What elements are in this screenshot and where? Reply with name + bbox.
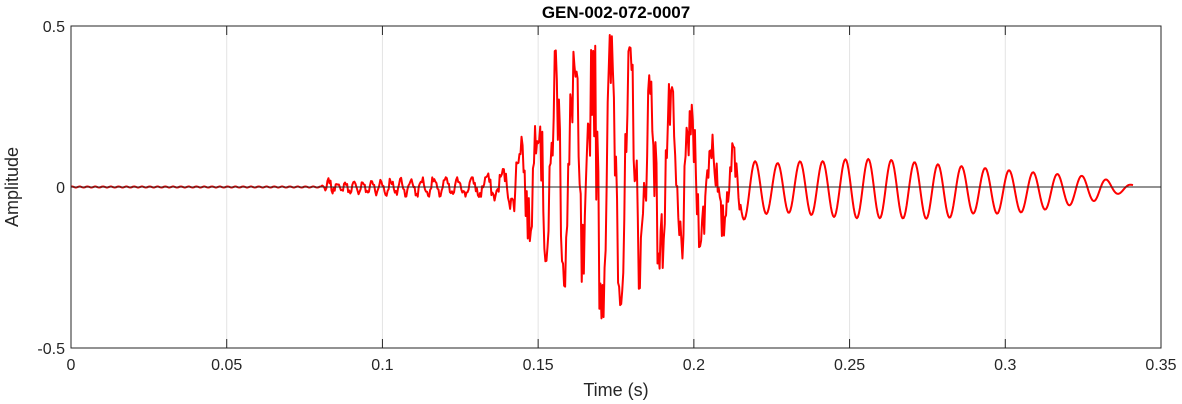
y-axis-label: Amplitude — [2, 147, 22, 227]
x-tick-label: 0 — [67, 357, 76, 374]
x-tick-label: 0.1 — [371, 357, 393, 374]
y-tick-label: -0.5 — [37, 341, 65, 358]
y-tick-label: 0.5 — [43, 19, 65, 36]
y-tick-label: 0 — [56, 180, 65, 197]
x-tick-label: 0.35 — [1145, 357, 1176, 374]
x-tick-label: 0.15 — [523, 357, 554, 374]
y-axis-ticks: -0.5 0 0.5 — [37, 19, 1161, 358]
x-tick-label: 0.2 — [683, 357, 705, 374]
x-tick-label: 0.25 — [834, 357, 865, 374]
x-tick-label: 0.05 — [211, 357, 242, 374]
x-tick-label: 0.3 — [994, 357, 1016, 374]
x-axis-ticks: 0 0.05 0.1 0.15 0.2 0.25 0.3 0.35 — [67, 26, 1177, 374]
x-axis-label: Time (s) — [583, 380, 648, 400]
chart-title: GEN-002-072-0007 — [542, 3, 690, 22]
